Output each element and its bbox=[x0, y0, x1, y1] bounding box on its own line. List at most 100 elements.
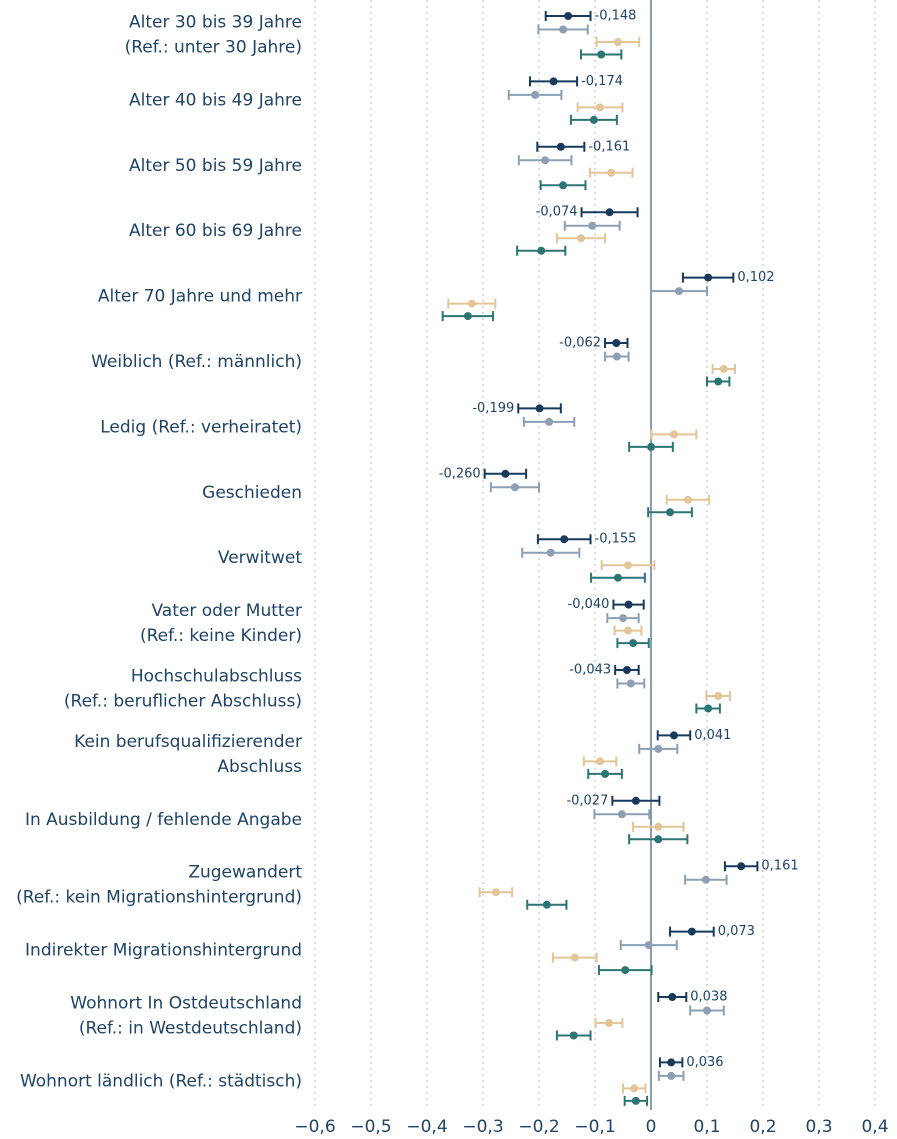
value-label: -0,199 bbox=[472, 401, 514, 416]
category-label: Ledig (Ref.: verheiratet) bbox=[100, 417, 302, 437]
point bbox=[675, 287, 683, 296]
point bbox=[654, 744, 663, 753]
value-label: -0,155 bbox=[595, 532, 637, 547]
point bbox=[714, 692, 723, 700]
point bbox=[588, 221, 597, 230]
point bbox=[624, 561, 633, 570]
category-label: Zugewandert bbox=[188, 863, 302, 883]
category-label: Wohnort ländlich (Ref.: städtisch) bbox=[20, 1071, 302, 1091]
x-tick-label: −0,1 bbox=[574, 1117, 615, 1137]
point bbox=[545, 417, 554, 426]
point bbox=[704, 273, 713, 282]
value-label: -0,148 bbox=[595, 9, 637, 24]
point bbox=[541, 156, 550, 165]
value-label: -0,174 bbox=[581, 74, 623, 89]
point bbox=[737, 862, 746, 871]
value-label: -0,074 bbox=[536, 205, 578, 220]
point bbox=[647, 442, 655, 451]
point bbox=[560, 535, 569, 544]
point bbox=[621, 966, 630, 975]
x-tick-label: 0,3 bbox=[805, 1117, 832, 1137]
category-label: Alter 30 bis 39 Jahre bbox=[129, 13, 302, 33]
point bbox=[630, 1084, 639, 1093]
point bbox=[597, 50, 606, 59]
point bbox=[559, 25, 568, 34]
point bbox=[605, 1019, 613, 1027]
point bbox=[714, 377, 723, 386]
point bbox=[596, 757, 605, 766]
category-label: Alter 50 bis 59 Jahre bbox=[129, 156, 302, 176]
value-label: 0,041 bbox=[694, 728, 731, 743]
point bbox=[613, 38, 622, 46]
value-label: 0,161 bbox=[761, 859, 798, 874]
x-tick-label: 0,4 bbox=[861, 1117, 888, 1137]
category-label: Alter 40 bis 49 Jahre bbox=[129, 90, 302, 110]
category-label: Wohnort In Ostdeutschland bbox=[70, 994, 302, 1014]
point bbox=[612, 352, 621, 361]
point bbox=[619, 614, 627, 623]
point bbox=[687, 927, 696, 936]
value-label: -0,161 bbox=[588, 139, 630, 154]
category-label: Kein berufsqualifizierender bbox=[74, 732, 302, 752]
point bbox=[719, 365, 728, 373]
x-tick-label: 0,2 bbox=[749, 1117, 776, 1137]
point bbox=[631, 796, 640, 805]
point bbox=[589, 115, 598, 124]
point bbox=[644, 941, 653, 950]
point bbox=[569, 1031, 578, 1040]
category-label: In Ausbildung / fehlende Angabe bbox=[25, 810, 302, 830]
value-label: -0,260 bbox=[439, 466, 481, 481]
point bbox=[701, 875, 710, 884]
point bbox=[613, 573, 622, 582]
point bbox=[501, 469, 510, 478]
point bbox=[559, 181, 568, 190]
point bbox=[549, 77, 558, 86]
point bbox=[703, 1006, 711, 1015]
x-tick-label: −0,4 bbox=[406, 1117, 447, 1137]
point bbox=[546, 548, 555, 557]
x-tick-label: −0,5 bbox=[350, 1117, 391, 1137]
point bbox=[617, 810, 626, 819]
point bbox=[605, 208, 614, 217]
value-label: -0,040 bbox=[568, 597, 610, 612]
point bbox=[601, 769, 610, 778]
point bbox=[467, 299, 476, 308]
x-tick-label: 0,1 bbox=[693, 1117, 720, 1137]
point bbox=[683, 495, 692, 504]
point bbox=[654, 822, 663, 831]
point bbox=[631, 1096, 640, 1105]
point bbox=[668, 993, 677, 1001]
point bbox=[629, 639, 638, 648]
point bbox=[667, 1071, 676, 1080]
category-label: Indirekter Migrationshintergrund bbox=[25, 941, 302, 961]
x-tick-label: 0 bbox=[646, 1117, 657, 1137]
point bbox=[624, 626, 633, 635]
value-label: -0,043 bbox=[569, 663, 611, 678]
point bbox=[669, 430, 678, 439]
point bbox=[667, 1058, 676, 1067]
value-label: 0,038 bbox=[690, 990, 727, 1005]
category-label: Alter 70 Jahre und mehr bbox=[98, 287, 302, 307]
point bbox=[624, 600, 633, 609]
point bbox=[463, 312, 472, 321]
value-label: -0,027 bbox=[566, 793, 608, 808]
point bbox=[564, 12, 573, 20]
point bbox=[596, 103, 605, 112]
x-tick-label: −0,3 bbox=[462, 1117, 503, 1137]
category-label: Abschluss bbox=[217, 757, 302, 777]
x-tick-label: −0,2 bbox=[518, 1117, 559, 1137]
category-label: Vater oder Mutter bbox=[151, 601, 302, 621]
category-label: (Ref.: beruflicher Abschluss) bbox=[64, 692, 302, 712]
category-label: (Ref.: kein Migrationshintergrund) bbox=[16, 888, 302, 908]
value-label: 0,073 bbox=[718, 924, 755, 939]
point bbox=[654, 835, 663, 844]
point bbox=[704, 704, 713, 713]
category-label: Hochschulabschluss bbox=[131, 667, 302, 687]
category-label: Verwitwet bbox=[218, 548, 302, 568]
category-label: Alter 60 bis 69 Jahre bbox=[129, 221, 302, 241]
point bbox=[542, 900, 551, 909]
category-label: (Ref.: unter 30 Jahre) bbox=[125, 38, 302, 58]
value-label: 0,036 bbox=[686, 1055, 723, 1070]
point bbox=[669, 731, 678, 740]
